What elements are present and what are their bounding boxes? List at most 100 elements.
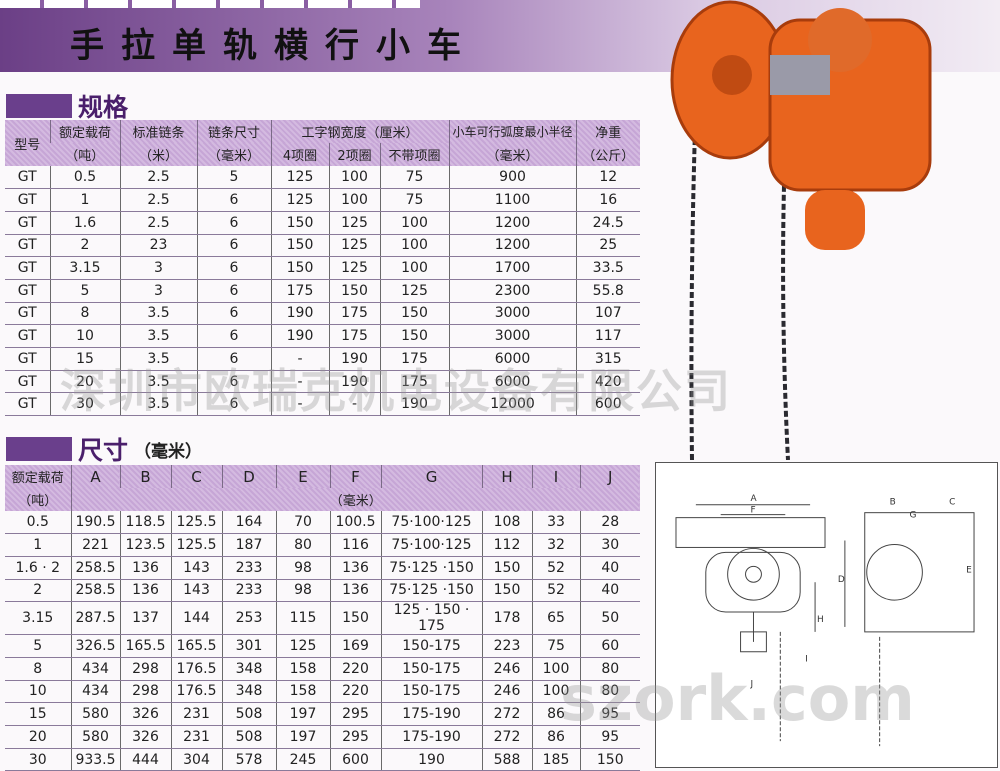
diagram-label: I <box>805 655 808 665</box>
dims-cell: 123.5 <box>119 533 171 557</box>
spec-row: GT 1.6 2.5 6 150 125 100 1200 24.5 <box>5 211 640 235</box>
dims-cell: 220 <box>329 657 381 681</box>
spec-cell: GT <box>5 279 50 303</box>
spec-cell: 2300 <box>448 279 577 303</box>
dims-cell: 80 <box>275 533 330 557</box>
dims-cell: 150 <box>481 579 532 603</box>
dims-cell: 137 <box>119 601 171 636</box>
dims-cell: 95 <box>579 702 640 726</box>
spec-cell: 3.5 <box>119 370 197 394</box>
dims-cell: 50 <box>579 601 640 636</box>
spec-cell: 6 <box>196 324 271 348</box>
dims-cell: 233 <box>221 556 276 580</box>
diagram-label: H <box>817 615 824 625</box>
diagram-label: D <box>838 575 845 585</box>
dims-row: 10 434 298 176.5 348 158 220 150-175 246 100 80 <box>5 680 640 704</box>
spec-cell: 24.5 <box>575 211 640 235</box>
spec-cell: 150 <box>270 234 329 258</box>
dims-row: 30 933.5 444 304 578 245 600 190 588 185 150 <box>5 748 640 771</box>
dims-header: J <box>579 465 640 488</box>
dims-cell: 125.5 <box>170 533 222 557</box>
dims-cell: 112 <box>481 533 532 557</box>
spec-cell: - <box>328 392 380 417</box>
spec-cell: GT <box>5 347 50 371</box>
spec-cell: 75 <box>379 166 450 190</box>
watermark-company: 深圳市欧瑞克机电设备有限公司 <box>60 364 732 418</box>
dims-header: G <box>380 465 482 488</box>
dims-cell: 136 <box>119 579 171 603</box>
spec-cell: 75 <box>379 188 450 212</box>
spec-cell: 117 <box>575 324 640 348</box>
watermark-site: szork.com <box>560 662 915 735</box>
spec-heading: 规格 <box>6 88 128 124</box>
spec-cell: 125 <box>328 234 380 258</box>
spec-cell: 30 <box>49 392 120 417</box>
dims-cell: 187 <box>221 533 276 557</box>
spec-cell: 6 <box>196 347 271 371</box>
dims-cell: 125 <box>275 634 330 658</box>
dims-cell: 253 <box>221 601 276 636</box>
dims-cell: 578 <box>221 748 276 771</box>
spec-cell: 3.15 <box>49 256 120 280</box>
spec-cell: GT <box>5 188 50 212</box>
spec-cell: 150 <box>328 279 380 303</box>
spec-row: GT 30 3.5 6- -190 12000 600 <box>5 392 640 417</box>
dims-header: H <box>481 465 532 488</box>
spec-cell: 2.5 <box>119 211 197 235</box>
spec-cell: 2.5 <box>119 166 197 190</box>
spec-cell: 150 <box>379 302 450 326</box>
dims-cell: 165.5 <box>119 634 171 658</box>
spec-cell: 315 <box>575 347 640 371</box>
spec-cell: 175 <box>328 302 380 326</box>
dims-cell: 1.6 · 2 <box>5 556 71 580</box>
spec-cell: 2 <box>49 234 120 258</box>
dims-cell: 65 <box>531 601 580 636</box>
dims-cell: 28 <box>579 511 640 535</box>
dims-cell: 287.5 <box>70 601 120 636</box>
spec-cell: 25 <box>575 234 640 258</box>
dims-row: 15 580 326 231 508 197 295 175-190 272 86 95 <box>5 702 640 726</box>
spec-cell: 1700 <box>448 256 577 280</box>
dims-cell: 144 <box>170 601 222 636</box>
spec-cell: 175 <box>379 347 450 371</box>
dims-cell: 298 <box>119 657 171 681</box>
spec-cell: 100 <box>379 211 450 235</box>
dims-cell: 100 <box>531 680 580 704</box>
dims-row: 2 258.5 136 143 233 98 136 75·125 ·150 150 52 40 <box>5 579 640 603</box>
dims-cell: 580 <box>70 725 120 749</box>
spec-cell: 125 <box>270 166 329 190</box>
spec-cell: 100 <box>328 166 380 190</box>
diagram-label: B <box>890 498 896 508</box>
spec-cell: 3.5 <box>119 302 197 326</box>
dims-cell: 165.5 <box>170 634 222 658</box>
dims-cell: 272 <box>481 702 532 726</box>
dims-cell: 143 <box>170 556 222 580</box>
dims-cell: 32 <box>531 533 580 557</box>
dims-cell: 233 <box>221 579 276 603</box>
dims-cell: 116 <box>329 533 381 557</box>
spec-cell: 175 <box>270 279 329 303</box>
spec-cell: 12000 <box>448 392 577 417</box>
dims-cell: 125.5 <box>170 511 222 535</box>
dims-cell: 231 <box>170 725 222 749</box>
dims-cell: 75·125 ·150 <box>380 579 482 603</box>
dims-cell: 86 <box>531 725 580 749</box>
spec-cell: 6 <box>196 392 271 417</box>
dims-cell: 40 <box>579 556 640 580</box>
dims-cell: 136 <box>119 556 171 580</box>
dims-cell: 150 <box>329 601 381 636</box>
dims-cell: 3.15 <box>5 601 71 636</box>
dims-table: 额定载荷 A B C D E F G H I J （吨） （毫米） 0.5 190.5 118.5 125.… <box>5 465 640 771</box>
dims-cell: 40 <box>579 579 640 603</box>
dims-cell: 15 <box>5 702 71 726</box>
col-model: 型号 <box>5 120 50 166</box>
dims-cell: 508 <box>221 702 276 726</box>
spec-cell: 420 <box>575 370 640 394</box>
spec-row: GT 5 3 6 175 150 125 2300 55.8 <box>5 279 640 303</box>
spec-cell: 125 <box>270 188 329 212</box>
dims-cell: 150-175 <box>380 634 482 658</box>
dims-cell: 304 <box>170 748 222 771</box>
dims-cell: 169 <box>329 634 381 658</box>
dimension-diagram: AF B G C D E H I J <box>655 462 998 768</box>
spec-cell: 55.8 <box>575 279 640 303</box>
